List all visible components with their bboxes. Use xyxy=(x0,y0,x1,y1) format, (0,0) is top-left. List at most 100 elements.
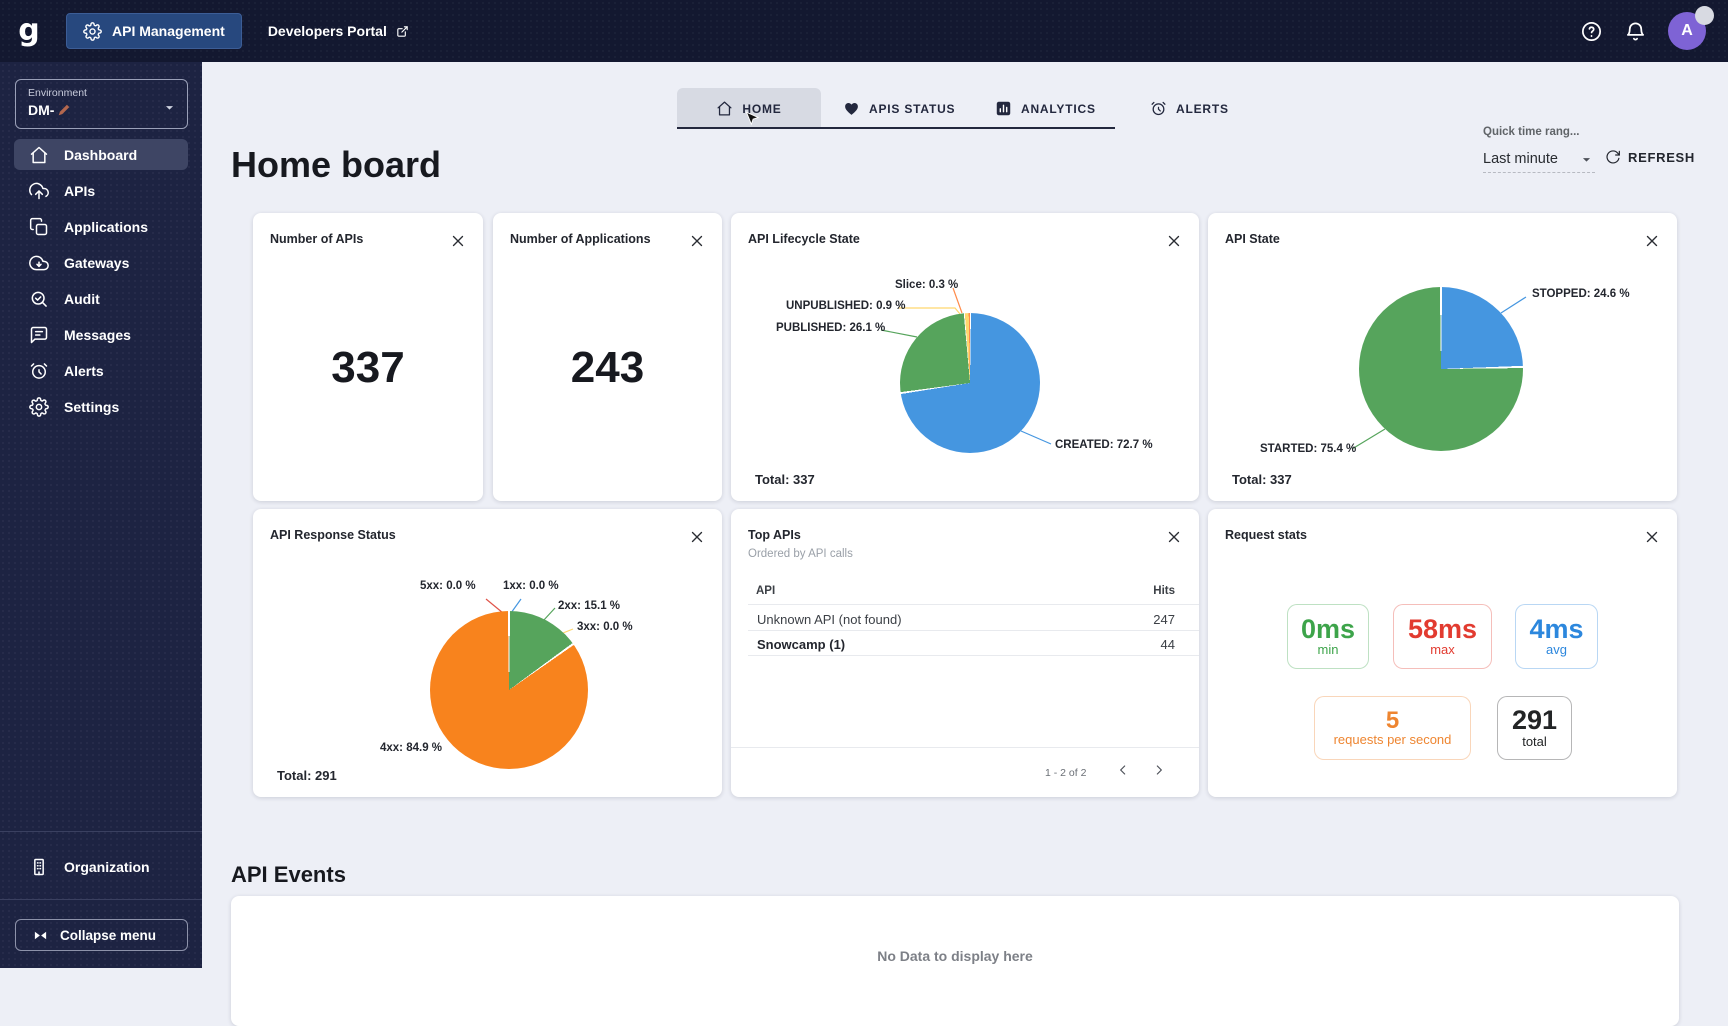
stat-avg: 4ms avg xyxy=(1515,604,1598,669)
collapse-icon xyxy=(33,928,48,943)
close-icon xyxy=(688,528,706,546)
tab-label: ANALYTICS xyxy=(1021,101,1096,116)
help-button[interactable] xyxy=(1580,20,1603,43)
card-close-button[interactable] xyxy=(1643,528,1661,546)
sidebar-item-settings[interactable]: Settings xyxy=(14,391,188,422)
card-close-button[interactable] xyxy=(449,232,467,250)
stat-requests-per-second: 5 requests per second xyxy=(1314,696,1471,760)
sidebar: Environment DM- Dashboard APIs Applicati… xyxy=(0,62,202,968)
tab-label: HOME xyxy=(742,101,782,116)
api-management-label: API Management xyxy=(112,23,225,39)
sidebar-item-organization[interactable]: Organization xyxy=(14,851,188,882)
sidebar-item-label: Settings xyxy=(64,398,120,415)
column-header-api: API xyxy=(756,585,776,597)
tab-ink-bar xyxy=(677,127,1115,129)
divider xyxy=(748,604,1199,605)
cloud-icon xyxy=(29,253,49,273)
sidebar-item-dashboard[interactable]: Dashboard xyxy=(14,139,188,170)
sidebar-item-label: Gateways xyxy=(64,254,130,271)
sidebar-item-label: Applications xyxy=(64,218,149,235)
tab-label: ALERTS xyxy=(1176,101,1229,116)
card-title: API Response Status xyxy=(270,528,396,542)
gravitee-logo[interactable]: g xyxy=(18,13,40,48)
sidebar-item-apis[interactable]: APIs xyxy=(14,175,188,206)
chat-icon xyxy=(29,325,49,345)
tab-analytics[interactable]: ANALYTICS xyxy=(995,88,1096,129)
api-management-button[interactable]: API Management xyxy=(66,13,242,49)
refresh-button[interactable]: REFRESH xyxy=(1605,149,1695,165)
developers-portal-link[interactable]: Developers Portal xyxy=(268,23,410,39)
external-link-icon xyxy=(395,24,410,39)
sidebar-item-gateways[interactable]: Gateways xyxy=(14,247,188,278)
environment-select[interactable]: Environment DM- xyxy=(15,79,188,129)
column-header-hits: Hits xyxy=(1153,585,1175,597)
sidebar-item-label: Audit xyxy=(64,290,100,307)
card-subtitle: Ordered by API calls xyxy=(748,548,853,560)
card-close-button[interactable] xyxy=(688,232,706,250)
pie-callout: 3xx: 0.0 % xyxy=(577,621,633,633)
number-of-applications-card: Number of Applications 243 xyxy=(493,213,722,501)
notifications-button[interactable] xyxy=(1624,20,1647,43)
applications-count-value: 243 xyxy=(570,343,645,392)
mouse-cursor xyxy=(742,110,760,128)
user-menu[interactable]: A xyxy=(1668,6,1714,50)
page-title: Home board xyxy=(231,144,442,186)
home-icon xyxy=(716,100,733,117)
divider xyxy=(731,747,1199,748)
stat-value: 0ms xyxy=(1300,613,1356,644)
pie-total: Total: 337 xyxy=(1232,472,1292,487)
api-response-status-pie-chart xyxy=(430,611,588,769)
tab-home[interactable]: HOME xyxy=(677,88,821,129)
divider xyxy=(748,630,1199,631)
close-icon xyxy=(688,232,706,250)
api-lifecycle-state-card: API Lifecycle State Slice: 0.3 % UNPUBLI… xyxy=(731,213,1199,501)
home-icon xyxy=(29,145,49,165)
sidebar-item-audit[interactable]: Audit xyxy=(14,283,188,314)
hits-cell: 44 xyxy=(1160,637,1175,652)
collapse-menu-button[interactable]: Collapse menu xyxy=(15,919,188,951)
next-page-button[interactable] xyxy=(1151,762,1167,778)
request-stats-card: Request stats 0ms min 58ms max 4ms avg 5… xyxy=(1208,509,1677,797)
tab-alerts[interactable]: ALERTS xyxy=(1150,88,1229,129)
hits-cell: 247 xyxy=(1153,612,1175,627)
stat-value: 58ms xyxy=(1407,613,1478,644)
api-link[interactable]: Snowcamp (1) xyxy=(757,637,846,652)
chevron-down-icon xyxy=(161,99,178,116)
time-range-select[interactable]: Last minute xyxy=(1483,146,1595,173)
alarm-icon xyxy=(29,361,49,381)
environment-value: DM- xyxy=(28,102,55,118)
card-title: Number of Applications xyxy=(510,232,651,246)
pagination-label: 1 - 2 of 2 xyxy=(1045,767,1087,779)
stat-value: 4ms xyxy=(1529,613,1584,644)
sidebar-item-label: APIs xyxy=(64,182,96,199)
card-close-button[interactable] xyxy=(1165,528,1183,546)
avatar-status-dot xyxy=(1695,6,1714,25)
card-title: Number of APIs xyxy=(270,232,364,246)
chevron-left-icon xyxy=(1115,762,1131,778)
card-close-button[interactable] xyxy=(1165,232,1183,250)
card-close-button[interactable] xyxy=(1643,232,1661,250)
api-name-cell: Unknown API (not found) xyxy=(757,612,902,627)
stat-total: 291 total xyxy=(1497,696,1572,760)
tab-apis-status[interactable]: APIS STATUS xyxy=(843,88,955,129)
apis-count-value: 337 xyxy=(331,343,405,392)
sidebar-item-applications[interactable]: Applications xyxy=(14,211,188,242)
empty-state-text: No Data to display here xyxy=(877,948,1033,964)
card-title: API Lifecycle State xyxy=(748,232,860,246)
card-close-button[interactable] xyxy=(688,528,706,546)
chevron-right-icon xyxy=(1151,762,1167,778)
top-bar: g API Management Developers Portal A xyxy=(0,0,1728,62)
close-icon xyxy=(1643,528,1661,546)
api-response-status-card: API Response Status 5xx: 0.0 % 1xx: 0.0 … xyxy=(253,509,722,797)
previous-page-button[interactable] xyxy=(1115,762,1131,778)
sidebar-item-messages[interactable]: Messages xyxy=(14,319,188,350)
sidebar-item-alerts[interactable]: Alerts xyxy=(14,355,188,386)
collapse-menu-label: Collapse menu xyxy=(60,927,157,943)
applications-icon xyxy=(29,217,49,237)
environment-label: Environment xyxy=(28,87,87,99)
bell-icon xyxy=(1624,20,1647,43)
divider xyxy=(0,899,202,900)
close-icon xyxy=(1165,528,1183,546)
pie-callout: UNPUBLISHED: 0.9 % xyxy=(786,300,906,312)
pie-callout: 2xx: 15.1 % xyxy=(558,600,621,612)
